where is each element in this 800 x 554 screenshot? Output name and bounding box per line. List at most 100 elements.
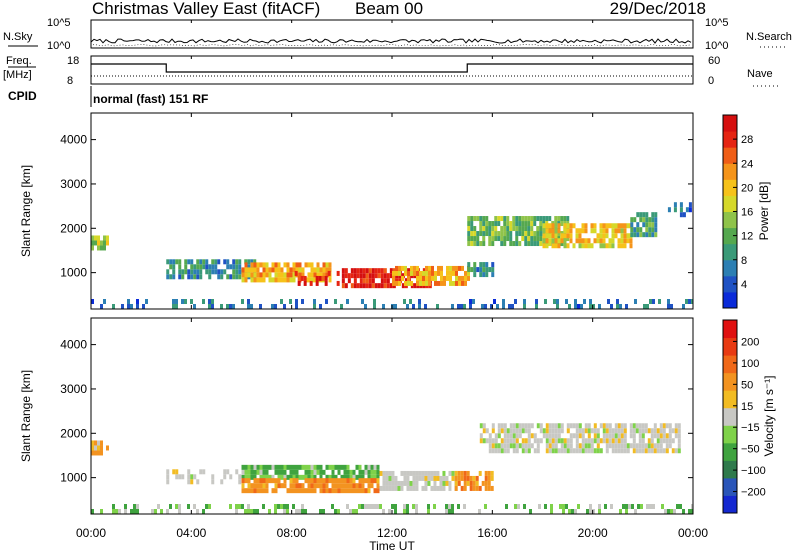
data-cell	[551, 428, 555, 434]
data-cell	[382, 480, 386, 486]
data-cell	[226, 304, 229, 309]
data-cell	[506, 236, 510, 242]
data-cell	[584, 448, 588, 454]
data-cell	[472, 475, 476, 481]
data-cell	[623, 443, 627, 449]
data-cell	[614, 443, 618, 449]
data-cell	[403, 480, 407, 486]
data-cell	[646, 304, 649, 309]
data-cell	[367, 488, 371, 494]
data-cell	[226, 264, 230, 270]
data-cell	[548, 433, 552, 439]
data-cell	[491, 236, 495, 242]
data-cell	[304, 464, 308, 470]
data-cell	[295, 509, 298, 514]
data-cell	[297, 280, 301, 286]
data-cell	[473, 241, 477, 247]
data-cell	[373, 488, 377, 494]
data-cell	[548, 423, 552, 429]
data-cell	[433, 470, 437, 476]
data-cell	[578, 238, 582, 244]
data-cell	[545, 443, 549, 449]
data-cell	[235, 274, 239, 280]
data-cell	[265, 488, 269, 494]
data-cell	[322, 478, 326, 484]
data-cell	[389, 283, 393, 289]
data-cell	[130, 509, 133, 514]
data-cell	[313, 267, 317, 273]
data-cell	[535, 304, 538, 309]
data-cell	[334, 509, 337, 514]
data-cell	[301, 299, 304, 304]
data-cell	[487, 470, 491, 476]
data-cell	[494, 221, 498, 227]
data-cell	[286, 504, 289, 509]
data-cell	[365, 283, 369, 289]
data-cell	[187, 269, 191, 275]
data-cell	[457, 475, 461, 481]
data-cell	[602, 428, 606, 434]
data-cell	[527, 438, 531, 444]
data-cell	[391, 480, 395, 486]
data-cell	[557, 433, 561, 439]
noise-left-tick-top: 10^5	[47, 17, 71, 29]
data-cell	[617, 228, 621, 234]
data-cell	[259, 272, 263, 278]
data-cell	[515, 433, 519, 439]
data-cell	[639, 212, 643, 218]
data-cell	[542, 223, 546, 229]
data-cell	[431, 265, 434, 271]
data-cell	[491, 428, 495, 434]
data-cell	[620, 423, 624, 429]
data-cell	[509, 423, 513, 429]
data-cell	[550, 509, 553, 514]
data-cell	[623, 243, 627, 249]
data-cell	[608, 438, 612, 444]
data-cell	[446, 265, 449, 271]
data-cell	[500, 241, 504, 247]
data-cell	[277, 464, 281, 470]
data-cell	[394, 485, 398, 491]
data-cell	[608, 223, 612, 229]
data-cell	[485, 231, 489, 237]
data-cell	[190, 479, 194, 485]
data-cell	[563, 443, 567, 449]
data-cell	[464, 270, 467, 276]
data-cell	[241, 504, 244, 509]
data-cell	[596, 443, 600, 449]
data-cell	[545, 433, 549, 439]
data-cell	[289, 469, 293, 475]
data-cell	[551, 423, 555, 429]
data-cell	[253, 262, 257, 268]
data-cell	[445, 509, 448, 514]
data-cell	[457, 480, 461, 486]
data-cell	[521, 428, 525, 434]
data-cell	[654, 227, 658, 233]
data-cell	[386, 283, 390, 289]
data-cell	[439, 485, 443, 491]
data-cell	[536, 443, 540, 449]
data-cell	[392, 268, 396, 274]
nave-tick-top: 60	[708, 55, 720, 67]
data-cell	[199, 264, 203, 270]
data-cell	[353, 273, 357, 279]
data-cell	[395, 278, 399, 284]
data-cell	[283, 509, 286, 514]
data-cell	[461, 275, 464, 281]
data-cell	[406, 480, 410, 486]
data-cell	[283, 474, 287, 480]
data-cell	[478, 485, 482, 491]
data-cell	[325, 262, 329, 268]
data-cell	[485, 221, 489, 227]
noise-right-tick-top: 10^5	[705, 17, 729, 29]
data-cell	[247, 267, 251, 273]
data-cell	[536, 231, 540, 237]
data-cell	[575, 238, 579, 244]
data-cell	[319, 304, 322, 309]
data-cell	[668, 438, 672, 444]
data-cell	[506, 428, 510, 434]
data-cell	[310, 272, 314, 278]
data-cell	[318, 275, 322, 281]
data-cell	[166, 479, 170, 485]
y-tick-label: 2000	[60, 426, 87, 440]
